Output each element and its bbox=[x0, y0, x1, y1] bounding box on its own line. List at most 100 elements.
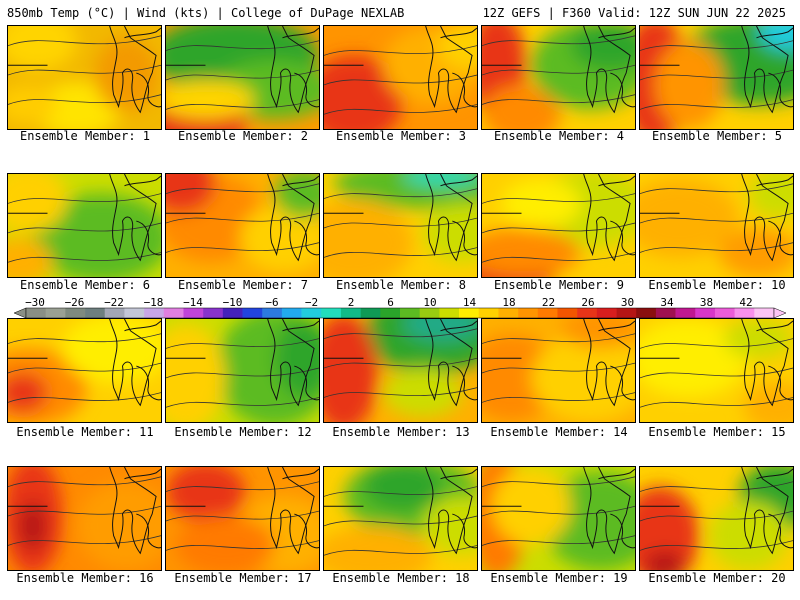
ensemble-map-panel bbox=[639, 25, 794, 130]
colorbar-tick-label: −18 bbox=[143, 296, 164, 309]
colorbar-segment bbox=[478, 308, 499, 318]
coastline bbox=[610, 220, 635, 256]
height-contour bbox=[324, 328, 477, 339]
temperature-field-map bbox=[324, 26, 477, 129]
height-contour bbox=[482, 362, 635, 374]
coastline bbox=[282, 468, 319, 480]
colorbar-tick-label: 26 bbox=[581, 296, 595, 309]
height-contour bbox=[8, 222, 161, 234]
temperature-field-map bbox=[324, 319, 477, 422]
ensemble-member-label: Ensemble Member: 15 bbox=[648, 425, 786, 439]
height-contour bbox=[166, 367, 319, 379]
colorbar-segment bbox=[45, 308, 66, 318]
coastline bbox=[452, 220, 477, 256]
coastline bbox=[124, 320, 161, 332]
colorbar-segment bbox=[518, 308, 539, 318]
coastline bbox=[267, 319, 315, 407]
height-contour bbox=[640, 367, 793, 379]
coastline bbox=[598, 175, 635, 187]
height-contour bbox=[324, 188, 477, 199]
ensemble-member-label: Ensemble Member: 11 bbox=[16, 425, 154, 439]
ensemble-member-label: Ensemble Member: 8 bbox=[335, 278, 467, 292]
height-contour bbox=[640, 40, 793, 51]
ensemble-member-label: Ensemble Member: 16 bbox=[16, 571, 154, 585]
height-contour bbox=[482, 64, 635, 76]
colorbar-tick-label: −22 bbox=[104, 296, 124, 309]
height-contour bbox=[324, 357, 477, 369]
height-contour bbox=[324, 74, 477, 86]
height-contour bbox=[640, 540, 793, 551]
temperature-field-map bbox=[8, 319, 161, 422]
height-contour bbox=[640, 183, 793, 194]
coastline bbox=[294, 365, 319, 401]
colorbar-tick-label: 2 bbox=[347, 296, 355, 309]
coastline bbox=[741, 26, 789, 114]
temperature-field-map bbox=[166, 174, 319, 273]
height-contour bbox=[482, 392, 635, 403]
temperature-field-map bbox=[8, 467, 161, 570]
height-contour bbox=[482, 535, 635, 546]
coastline bbox=[768, 365, 793, 401]
colorbar-tick-label: 10 bbox=[423, 296, 437, 309]
ensemble-member-label: Ensemble Member: 9 bbox=[493, 278, 625, 292]
height-contour bbox=[324, 486, 477, 497]
coastline bbox=[109, 319, 157, 407]
colorbar-segment bbox=[321, 308, 342, 318]
coastline bbox=[610, 365, 635, 401]
temperature-field-map bbox=[640, 174, 793, 277]
coastline bbox=[136, 220, 161, 256]
ensemble-map-panel bbox=[7, 466, 162, 571]
height-contour bbox=[482, 476, 635, 487]
colorbar-segment bbox=[400, 308, 420, 318]
colorbar-tick-label: 42 bbox=[739, 296, 753, 309]
colorbar-tick-label: 22 bbox=[541, 296, 556, 309]
coastline bbox=[452, 72, 477, 108]
coastline bbox=[282, 320, 319, 332]
colorbar-tick-label: −2 bbox=[304, 296, 319, 309]
coastline bbox=[768, 72, 793, 108]
coastline bbox=[294, 513, 319, 549]
temperature-field-map bbox=[8, 174, 161, 277]
temperature-field-map bbox=[8, 26, 161, 129]
colorbar-segment bbox=[439, 308, 460, 318]
colorbar-segment bbox=[262, 308, 283, 318]
height-contour bbox=[166, 183, 319, 194]
map-title: 850mb Temp (°C) | Wind (kts) | College o… bbox=[7, 6, 405, 20]
colorbar-segment bbox=[537, 308, 558, 318]
height-contour bbox=[482, 35, 635, 46]
coastline bbox=[109, 26, 157, 114]
colorbar-tick-label: 18 bbox=[502, 296, 516, 309]
ensemble-map-panel bbox=[481, 173, 636, 278]
temperature-field-map bbox=[482, 319, 635, 422]
colorbar-segment bbox=[596, 308, 617, 318]
coastline bbox=[756, 468, 793, 480]
temperature-field-map bbox=[166, 26, 319, 129]
colorbar-segment bbox=[85, 308, 106, 318]
coastline bbox=[741, 467, 789, 555]
height-contour bbox=[166, 397, 319, 408]
coastline bbox=[440, 320, 477, 332]
ensemble-map-panel bbox=[639, 318, 794, 423]
coastline bbox=[610, 513, 635, 549]
colorbar-min-arrow bbox=[14, 307, 27, 319]
ensemble-map-panel bbox=[481, 466, 636, 571]
colorbar-segment bbox=[242, 308, 263, 318]
height-contour bbox=[166, 69, 319, 81]
colorbar-segment bbox=[459, 308, 480, 318]
height-contour bbox=[8, 392, 161, 403]
coastline bbox=[768, 513, 793, 549]
coastline bbox=[756, 175, 793, 187]
ensemble-member-label: Ensemble Member: 7 bbox=[177, 278, 309, 292]
ensemble-member-label: Ensemble Member: 6 bbox=[19, 278, 151, 292]
coastline bbox=[124, 27, 161, 39]
coastline bbox=[267, 174, 315, 262]
coastline bbox=[109, 174, 157, 262]
coastline bbox=[741, 319, 789, 407]
temperature-field-map bbox=[482, 174, 635, 277]
ensemble-member-label: Ensemble Member: 13 bbox=[332, 425, 470, 439]
coastline bbox=[294, 72, 319, 108]
colorbar-max-arrow bbox=[773, 307, 786, 319]
coastline bbox=[425, 319, 473, 407]
ensemble-member-label: Ensemble Member: 14 bbox=[490, 425, 628, 439]
ensemble-member-label: Ensemble Member: 2 bbox=[177, 129, 309, 143]
